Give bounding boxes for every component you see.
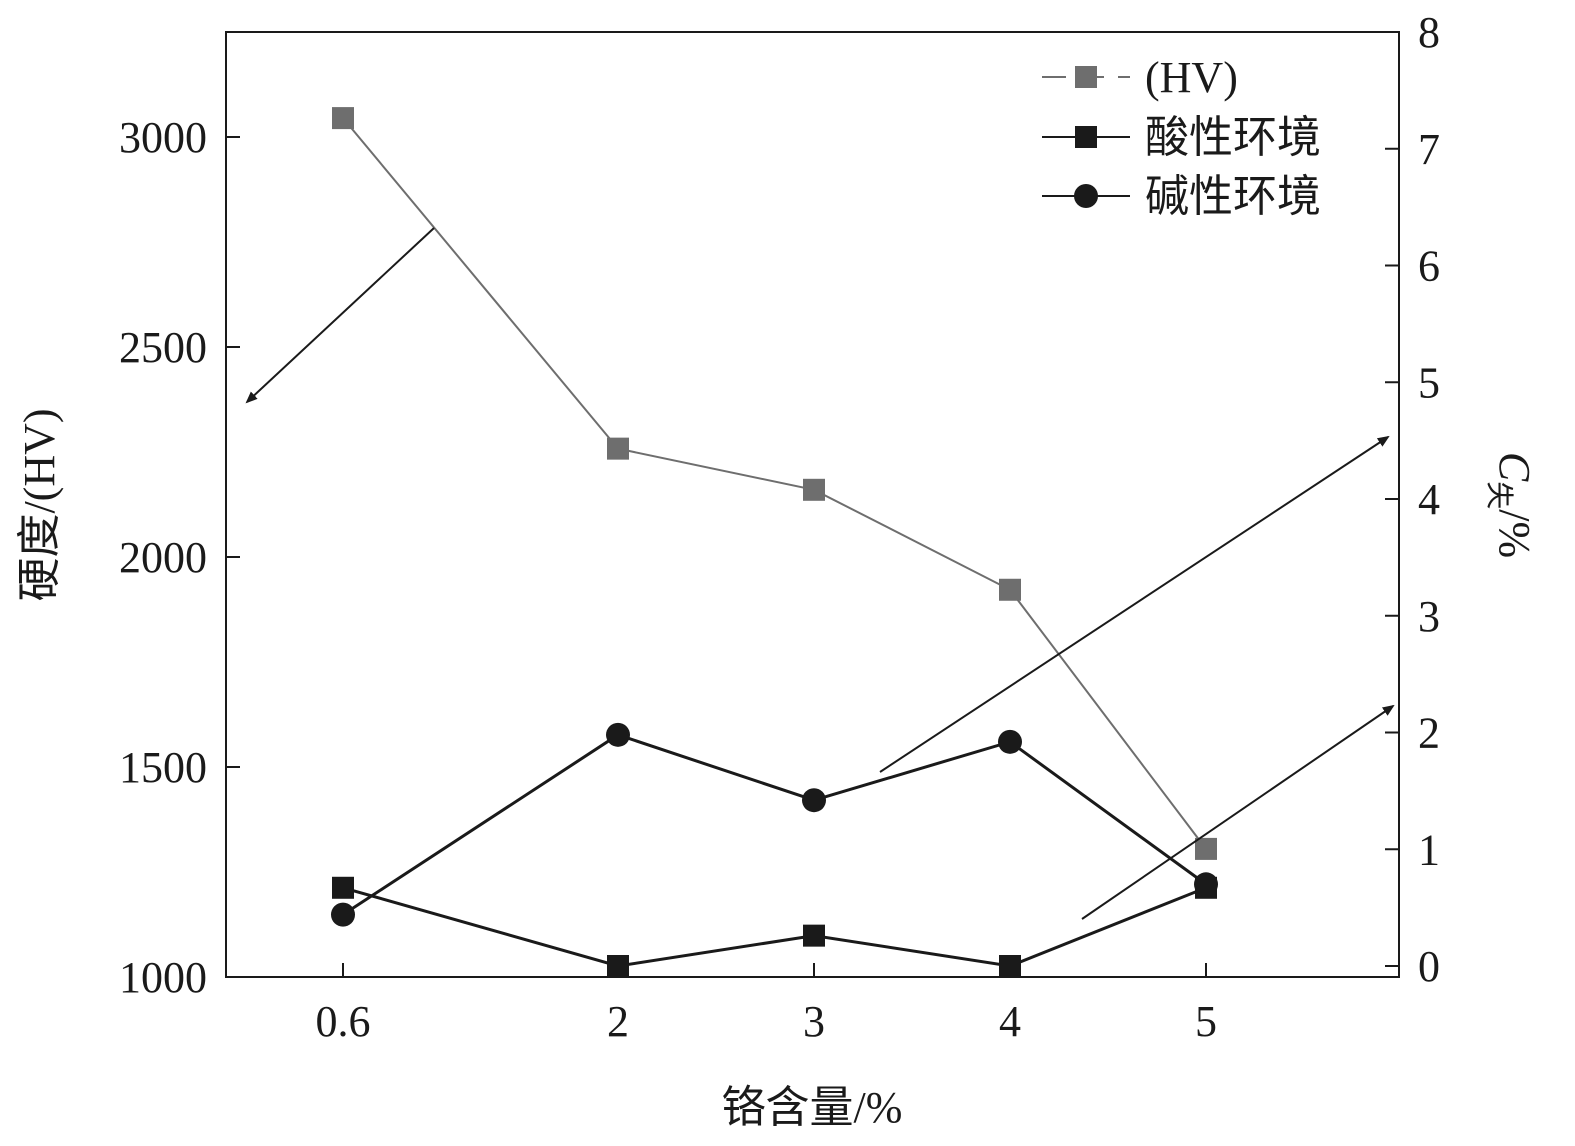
legend-label-alkaline: 碱性环境 (1145, 172, 1321, 221)
right-tick-label: 8 (1418, 8, 1440, 57)
data-point-acid (607, 955, 629, 977)
data-point-alkaline (998, 729, 1022, 754)
x-tick-label: 2 (607, 997, 629, 1046)
annotation-arrow-hv-left (245, 227, 435, 404)
legend-marker-hv (1075, 66, 1097, 88)
legend-marker-alkaline (1074, 184, 1098, 208)
x-tick-label: 3 (803, 997, 825, 1046)
plot-frame (225, 31, 1400, 978)
left-tick-label: 2500 (119, 323, 207, 372)
right-axis-title-sub: 失 (1483, 481, 1515, 509)
data-point-alkaline (331, 902, 355, 927)
right-axis-title: C失/% (1483, 452, 1539, 558)
series-line-acid (342, 886, 1207, 968)
right-axis-ticks: 0 1 2 3 4 5 6 7 8 (1385, 8, 1440, 991)
x-axis-ticks: 0.6 2 3 4 5 (316, 963, 1217, 1046)
data-point-hv (803, 478, 825, 501)
legend-item-hv: (HV) (1042, 53, 1238, 102)
series-line-hv (342, 117, 1207, 850)
right-tick-label: 3 (1418, 592, 1440, 641)
legend-marker-acid (1075, 126, 1097, 148)
annotation-arrows (245, 227, 1395, 920)
legend-item-acid: 酸性环境 (1042, 113, 1321, 162)
legend-label-acid: 酸性环境 (1145, 113, 1321, 162)
left-tick-label: 1000 (119, 953, 207, 1002)
right-tick-label: 2 (1418, 709, 1440, 758)
data-point-alkaline (802, 788, 826, 813)
left-tick-label: 3000 (119, 113, 207, 162)
data-point-hv (607, 437, 629, 460)
left-tick-label: 2000 (119, 533, 207, 582)
x-tick-label: 5 (1195, 997, 1217, 1046)
right-tick-label: 4 (1418, 475, 1440, 524)
series-line-alkaline (342, 733, 1207, 916)
annotation-arrow-acid-right (1081, 704, 1395, 920)
data-point-hv (999, 578, 1021, 601)
right-axis-title-unit: /% (1490, 509, 1539, 558)
data-point-acid (332, 876, 354, 899)
data-point-acid (999, 955, 1021, 977)
legend-item-alkaline: 碱性环境 (1042, 172, 1321, 221)
right-axis-title-main: C (1490, 452, 1539, 482)
left-axis-ticks: 1000 1500 2000 2500 3000 (119, 113, 240, 1002)
left-axis-title: 硬度/(HV) (15, 408, 64, 601)
data-point-hv (332, 107, 354, 130)
x-tick-label: 0.6 (316, 997, 371, 1046)
data-point-acid (803, 924, 825, 947)
data-point-alkaline (1194, 872, 1218, 897)
x-tick-label: 4 (999, 997, 1021, 1046)
right-tick-label: 7 (1418, 125, 1440, 174)
right-tick-label: 0 (1418, 942, 1440, 991)
annotation-arrow-alkaline-right (879, 435, 1390, 773)
legend: (HV) 酸性环境 碱性环境 (1042, 53, 1321, 221)
series-layer (331, 107, 1218, 977)
data-point-hv (1195, 837, 1217, 860)
data-point-alkaline (606, 722, 630, 747)
x-axis-title: 铬含量/% (722, 1083, 903, 1132)
left-tick-label: 1500 (119, 743, 207, 792)
right-tick-label: 5 (1418, 358, 1440, 407)
right-tick-label: 6 (1418, 242, 1440, 291)
legend-label-hv: (HV) (1145, 53, 1238, 102)
right-tick-label: 1 (1418, 825, 1440, 874)
